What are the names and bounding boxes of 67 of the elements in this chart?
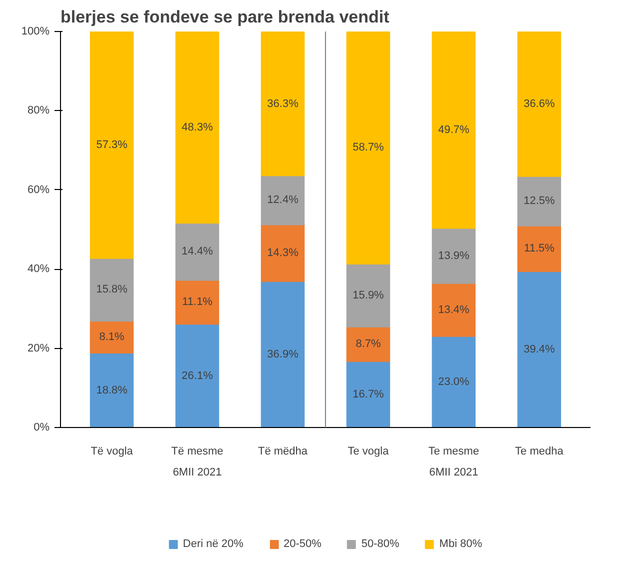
data-label: 58.7% <box>352 142 384 154</box>
bar <box>517 176 562 226</box>
legend-label: 50-80% <box>361 538 400 550</box>
data-label: 14.4% <box>182 246 214 258</box>
text: 6MII 2021 <box>172 466 222 478</box>
bar <box>90 258 134 322</box>
data-label: 36.9% <box>267 348 299 360</box>
data-label: 48.3% <box>182 122 214 134</box>
data-label: 15.8% <box>96 284 128 296</box>
data-label: 23.0% <box>438 376 470 388</box>
bar <box>260 175 305 226</box>
data-label: 8.1% <box>99 331 125 344</box>
x-tick-label: Të vogla <box>90 446 134 458</box>
x-tick-label: Të mesme <box>171 446 224 458</box>
data-label: 36.6% <box>524 98 556 110</box>
data-label: 39.4% <box>524 343 556 356</box>
bar <box>432 32 476 229</box>
data-label: 15.9% <box>352 289 384 302</box>
chart-title: blerjes se fondeve se pare brenda vendit <box>60 8 390 26</box>
y-tick-label: 40% <box>27 263 50 276</box>
bar <box>517 270 562 428</box>
data-label: 18.8% <box>96 384 128 396</box>
bar <box>517 32 562 177</box>
x-tick-label: Te vogla <box>348 446 390 458</box>
x-tick-label: Te medha <box>515 446 564 458</box>
bar <box>175 280 220 325</box>
bar <box>346 263 390 328</box>
y-tick-label: 20% <box>27 342 50 354</box>
data-label: 12.4% <box>267 194 299 206</box>
bar <box>90 32 134 259</box>
data-label: 11.1% <box>182 296 213 308</box>
data-label: 13.9% <box>438 250 470 262</box>
data-label: 36.3% <box>267 98 299 110</box>
data-label: 13.4% <box>438 304 470 316</box>
data-label: 14.3% <box>267 247 299 260</box>
bar <box>260 32 305 176</box>
bar <box>90 320 134 354</box>
bar <box>432 228 476 284</box>
bar <box>260 224 305 282</box>
legend-label: Deri në 20% <box>182 538 244 550</box>
bar <box>517 225 562 272</box>
x-tick-label: Të mëdha <box>258 446 308 458</box>
data-label: 8.7% <box>356 338 381 350</box>
data-label: 49.7% <box>438 124 470 136</box>
bar <box>432 282 476 337</box>
y-tick-label: 60% <box>27 184 50 196</box>
bar <box>175 222 220 281</box>
y-tick-label: 0% <box>34 422 50 434</box>
bar <box>346 326 390 362</box>
bar <box>432 336 476 428</box>
bar <box>175 324 220 428</box>
data-label: 12.5% <box>524 195 556 208</box>
bar <box>90 352 134 428</box>
x-tick-label: Te mesme <box>428 446 480 458</box>
data-label: 16.7% <box>352 388 384 400</box>
bar <box>346 360 390 428</box>
y-tick-label: 100% <box>21 26 50 38</box>
bar <box>260 280 305 428</box>
data-label: 26.1% <box>182 370 214 382</box>
legend-label: 20-50% <box>283 538 322 550</box>
y-tick-label: 80% <box>27 104 50 117</box>
text: 6MII 2021 <box>429 466 478 478</box>
legend-label: Mbi 80% <box>439 538 482 550</box>
bar <box>346 32 390 264</box>
bar <box>175 32 220 224</box>
data-label: 11.5% <box>524 242 555 255</box>
data-label: 57.3% <box>96 138 128 151</box>
